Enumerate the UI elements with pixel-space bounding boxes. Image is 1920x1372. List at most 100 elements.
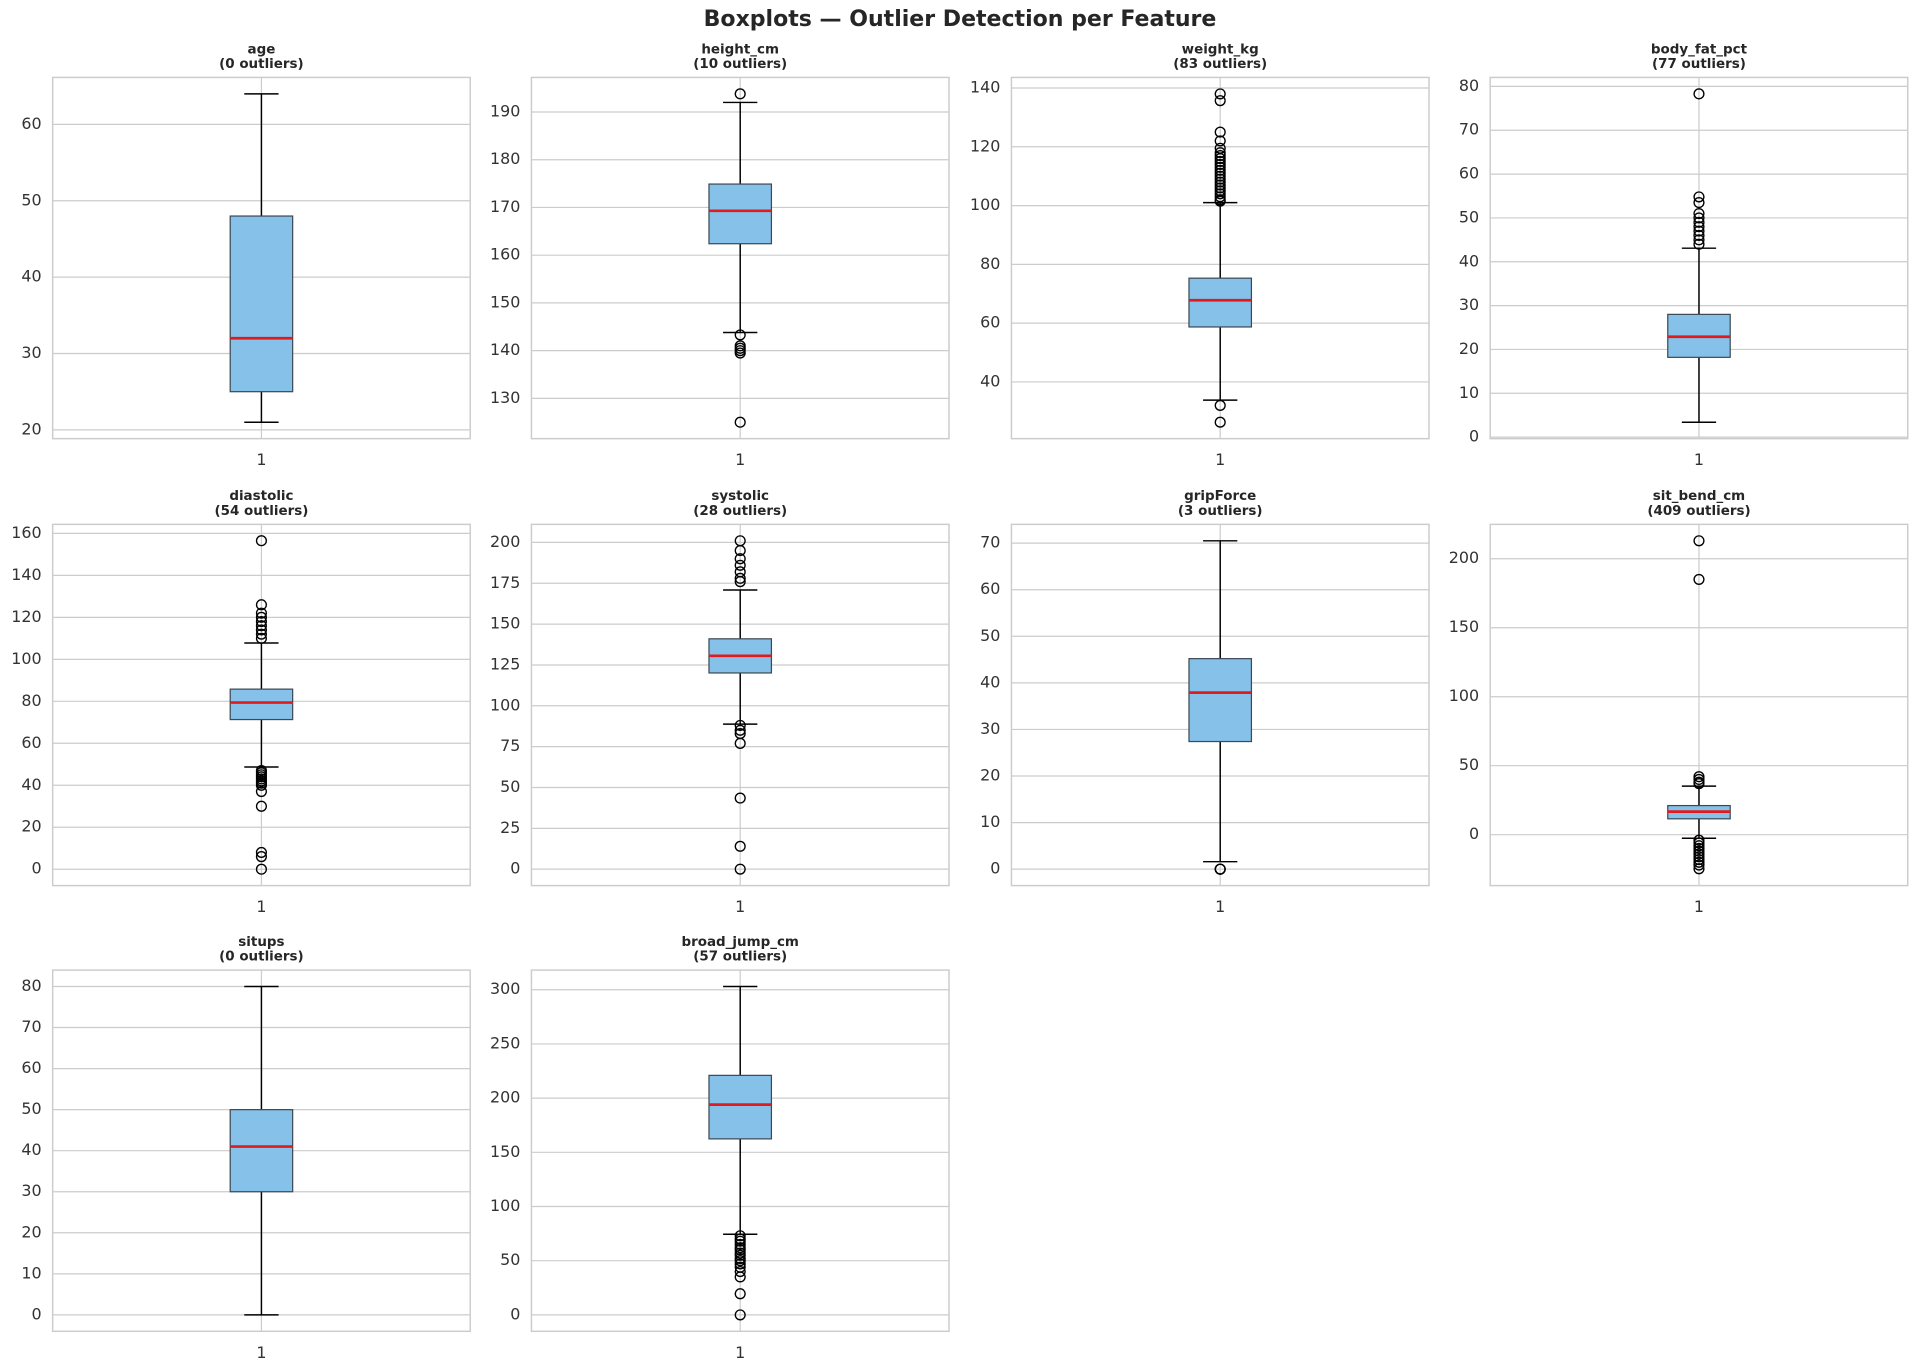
x-tick-label: 1 [1694,897,1704,916]
subplot-title: diastolic [229,489,293,504]
outlier [734,329,746,341]
outlier [734,1265,746,1278]
outlier [734,1249,746,1261]
outlier [1693,225,1705,237]
y-tick-label: 50 [1459,755,1479,774]
y-tick-label: 50 [980,626,1000,645]
y-tick-label: 50 [500,777,520,796]
y-tick-label: 25 [500,818,520,837]
box [1188,658,1253,743]
y-tick-label: 75 [500,736,520,755]
subplot: body_fat_pct(77 outliers) 0 10 20 30 40 50 60 70… [1459,42,1909,469]
y-tick-label: 30 [21,1181,41,1200]
y-tick-label: 180 [490,149,520,168]
y-tick-label: 20 [21,419,41,438]
outlier [1214,182,1226,194]
outlier [734,863,746,875]
outlier [734,1288,746,1300]
y-tick-label: 100 [970,195,1000,214]
outlier [734,1244,746,1256]
outlier [734,840,746,852]
y-tick-label: 40 [1459,251,1479,270]
y-tick-label: 80 [21,976,41,995]
y-tick-label: 50 [1459,207,1479,226]
subplot-title: height_cm [701,42,779,57]
outlier [1693,771,1705,783]
y-tick-label: 20 [980,766,1000,785]
y-tick-label: 60 [1459,164,1479,183]
outlier [734,1309,746,1321]
y-tick-label: 170 [490,197,520,216]
outlier [255,632,267,644]
outlier [1214,191,1226,203]
outlier [1693,212,1705,224]
outlier [1693,238,1705,250]
outlier [1693,207,1705,220]
outlier [1214,167,1226,179]
y-tick-label: 10 [21,1263,41,1282]
x-tick-label: 1 [1694,450,1704,469]
y-tick-label: 0 [1469,824,1479,843]
outlier [734,576,746,588]
box [229,215,294,393]
outlier [1693,234,1705,246]
subplot: diastolic(54 outliers) 0 20 40 60 80 100 120 140… [11,489,471,916]
outlier [255,851,267,863]
outlier [1214,161,1226,173]
y-tick-label: 200 [490,532,520,551]
subplot-title: broad_jump_cm [681,935,799,950]
outlier [1214,126,1226,138]
y-tick-label: 0 [510,1304,520,1323]
outlier [1214,188,1226,200]
subplot-title: sit_bend_cm [1653,489,1745,504]
y-tick-label: 40 [21,775,41,794]
outlier [1214,135,1226,147]
figure-title: Boxplots — Outlier Detection per Feature [704,7,1217,32]
outlier [1693,842,1705,855]
outlier [734,1258,746,1270]
y-tick-label: 40 [21,1140,41,1159]
y-tick-label: 150 [1449,617,1479,636]
y-tick-label: 60 [980,579,1000,598]
box [708,183,773,245]
subplot: age(0 outliers) 20 30 40 50 60 1 [21,42,471,469]
x-tick-label: 1 [256,450,266,469]
outlier [1214,155,1226,168]
y-tick-label: 60 [21,1058,41,1077]
y-tick-label: 150 [490,614,520,633]
subplot-subtitle: (83 outliers) [1173,57,1267,72]
subplot-subtitle: (409 outliers) [1647,504,1750,519]
y-tick-label: 30 [1459,295,1479,314]
y-tick-label: 70 [980,533,1000,552]
x-tick-label: 1 [735,1343,745,1362]
x-tick-label: 1 [735,450,745,469]
y-tick-label: 80 [1459,76,1479,95]
box [1188,277,1253,328]
outlier [734,737,746,749]
y-tick-label: 200 [490,1088,520,1107]
y-tick-label: 50 [21,190,41,209]
y-tick-label: 125 [490,654,520,673]
outlier [255,620,267,632]
outlier [1214,147,1226,159]
subplot: systolic(28 outliers) 0 25 50 75 100 125 150 175… [490,489,950,916]
x-tick-label: 1 [1215,897,1225,916]
y-tick-label: 30 [980,719,1000,738]
y-tick-label: 20 [21,817,41,836]
subplot-title: age [248,42,276,57]
subplot-subtitle: (0 outliers) [219,57,304,72]
outlier [1214,173,1226,185]
outlier [1693,837,1705,849]
x-tick-label: 1 [1215,450,1225,469]
y-tick-label: 150 [490,292,520,311]
y-tick-label: 130 [490,388,520,407]
outlier [255,846,267,859]
outlier [255,800,267,812]
outlier [1693,848,1705,860]
y-tick-label: 70 [21,1017,41,1036]
outlier [1693,773,1705,786]
subplot-title: situps [238,935,284,950]
y-tick-label: 60 [21,114,41,133]
y-tick-label: 100 [490,695,520,714]
